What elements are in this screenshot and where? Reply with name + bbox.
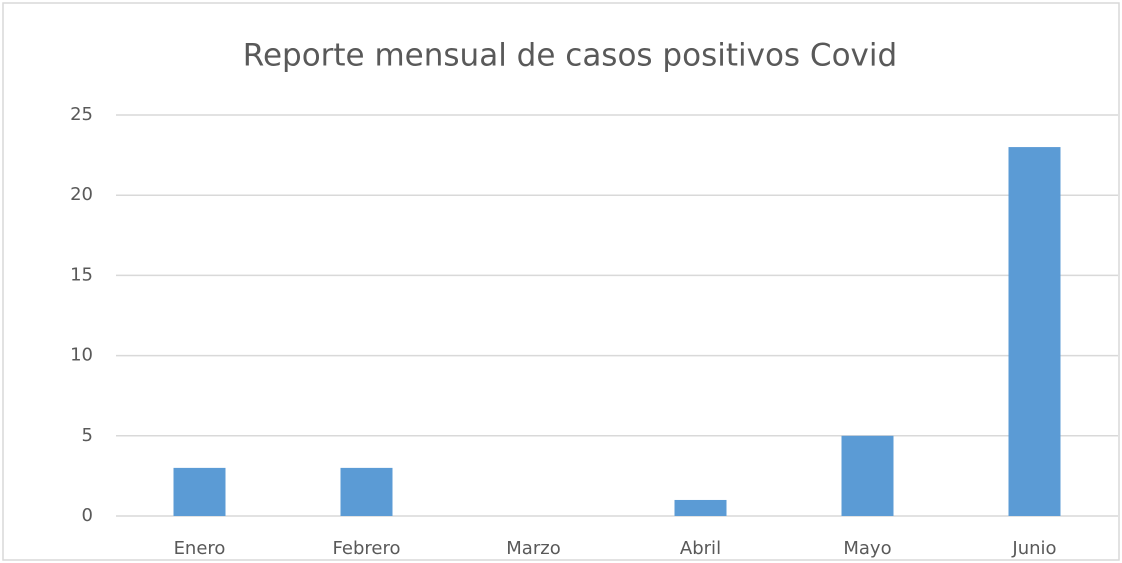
y-tick-label: 25 bbox=[70, 104, 93, 125]
x-tick-label: Junio bbox=[1011, 538, 1056, 559]
x-tick-label: Febrero bbox=[333, 538, 401, 559]
y-tick-label: 20 bbox=[70, 184, 93, 205]
x-tick-label: Marzo bbox=[506, 538, 560, 559]
x-tick-label: Mayo bbox=[843, 538, 891, 559]
bar bbox=[340, 467, 393, 516]
bar bbox=[173, 467, 226, 516]
x-tick-label: Abril bbox=[680, 538, 721, 559]
y-tick-label: 0 bbox=[82, 505, 93, 526]
bar bbox=[1008, 147, 1061, 516]
chart-title: Reporte mensual de casos positivos Covid bbox=[243, 38, 897, 74]
y-tick-label: 5 bbox=[82, 425, 93, 446]
x-tick-label: Enero bbox=[174, 538, 226, 559]
y-tick-label: 10 bbox=[70, 345, 93, 366]
bar bbox=[674, 499, 727, 516]
bar bbox=[841, 435, 894, 516]
y-tick-label: 15 bbox=[70, 264, 93, 285]
